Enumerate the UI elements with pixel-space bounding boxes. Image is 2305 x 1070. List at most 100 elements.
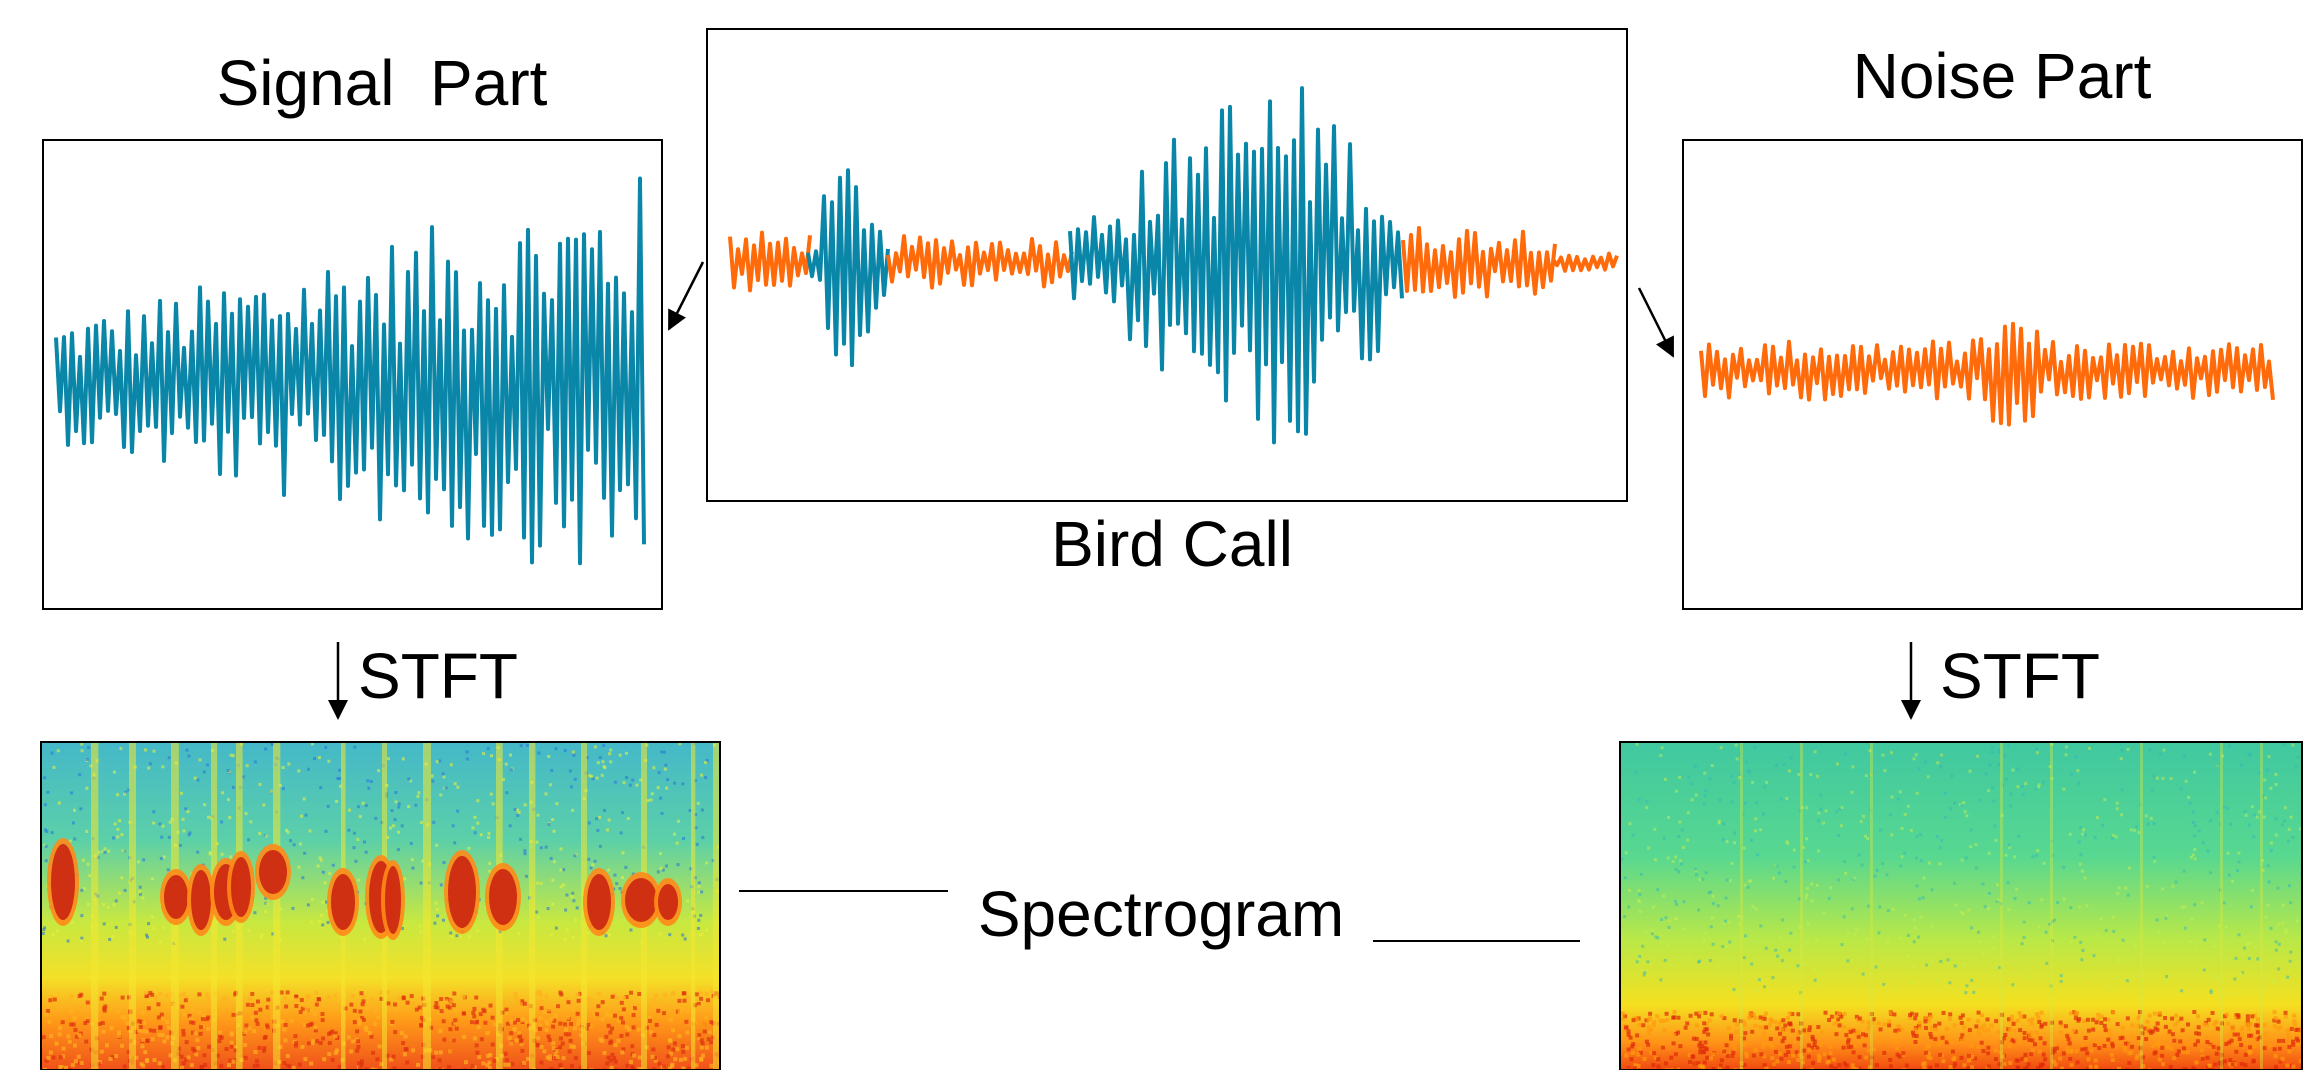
speckle xyxy=(1678,776,1681,779)
speckle xyxy=(1734,991,1737,994)
speckle xyxy=(1756,990,1759,993)
speckle xyxy=(1929,1015,1933,1019)
speckle xyxy=(1635,771,1638,774)
speckle xyxy=(488,862,491,865)
speckle xyxy=(1817,812,1820,815)
speckle xyxy=(230,1041,234,1045)
speckle xyxy=(356,1039,360,1043)
speckle xyxy=(486,1031,490,1035)
speckle xyxy=(376,1016,380,1020)
speckle xyxy=(1778,1023,1782,1027)
speckle xyxy=(221,853,224,856)
speckle xyxy=(1962,801,1965,804)
speckle xyxy=(2127,1061,2131,1065)
speckle xyxy=(58,1032,62,1036)
speckle xyxy=(1781,1018,1785,1022)
speckle xyxy=(1940,839,1943,842)
speckle xyxy=(1934,1028,1938,1032)
speckle xyxy=(2116,892,2119,895)
speckle xyxy=(108,1006,112,1010)
speckle xyxy=(2011,769,2014,772)
speckle xyxy=(2244,1041,2248,1045)
speckle xyxy=(2270,841,2273,844)
speckle xyxy=(1921,1062,1925,1066)
speckle xyxy=(2084,877,2087,880)
speckle xyxy=(2146,885,2149,888)
speckle xyxy=(677,820,680,823)
speckle xyxy=(1915,753,1918,756)
speckle xyxy=(315,1003,319,1007)
speckle xyxy=(698,881,701,884)
speckle xyxy=(705,862,708,865)
speckle xyxy=(43,926,46,929)
speckle xyxy=(2283,743,2286,746)
speckle xyxy=(1646,1043,1650,1047)
speckle xyxy=(160,857,163,860)
bird-call-label: Bird Call xyxy=(1051,508,1293,580)
speckle xyxy=(2274,773,2277,776)
speckle xyxy=(659,852,662,855)
speckle xyxy=(1970,828,1973,831)
speckle xyxy=(621,876,624,879)
speckle xyxy=(2112,930,2115,933)
speckle xyxy=(704,776,707,779)
speckle xyxy=(1788,949,1791,952)
speckle xyxy=(180,792,183,795)
speckle xyxy=(1865,774,1868,777)
speckle xyxy=(605,1062,609,1066)
speckle xyxy=(1786,1016,1790,1020)
speckle xyxy=(2079,853,2082,856)
speckle xyxy=(335,1048,339,1052)
speckle xyxy=(616,996,620,1000)
speckle xyxy=(621,1020,625,1024)
speckle xyxy=(163,855,166,858)
speckle xyxy=(1837,878,1840,881)
speckle xyxy=(2170,777,2173,780)
speckle xyxy=(248,997,252,1001)
speckle xyxy=(2153,860,2156,863)
speckle xyxy=(1765,947,1768,950)
speckle xyxy=(2237,860,2240,863)
speckle xyxy=(359,991,363,995)
speckle xyxy=(1825,809,1828,812)
speckle xyxy=(2166,1033,2170,1037)
speckle xyxy=(1886,941,1889,944)
speckle xyxy=(1967,908,1970,911)
speckle xyxy=(2070,1049,2074,1053)
speckle xyxy=(2187,796,2190,799)
speckle xyxy=(1683,927,1686,930)
speckle xyxy=(651,1047,655,1051)
speckle xyxy=(207,1045,211,1049)
speckle xyxy=(1779,936,1782,939)
speckle xyxy=(353,832,356,835)
speckle xyxy=(613,1014,617,1018)
speckle xyxy=(1825,1061,1829,1065)
speckle xyxy=(1699,1041,1703,1045)
speckle xyxy=(2123,1045,2127,1049)
speckle xyxy=(510,1062,514,1066)
speckle xyxy=(1755,908,1758,911)
speckle xyxy=(603,766,606,769)
speckle xyxy=(1710,925,1713,928)
speckle xyxy=(2288,1049,2292,1053)
speckle xyxy=(419,925,422,928)
speckle xyxy=(1829,1064,1833,1068)
speckle xyxy=(673,1057,677,1061)
speckle xyxy=(298,1063,302,1067)
speckle xyxy=(513,992,517,996)
speckle xyxy=(432,821,435,824)
speckle xyxy=(1929,1056,1933,1060)
speckle xyxy=(459,935,462,938)
speckle xyxy=(112,837,115,840)
speckle xyxy=(1807,1043,1811,1047)
speckle xyxy=(1631,1051,1635,1055)
speckle xyxy=(2230,1026,2234,1030)
speckle xyxy=(635,784,638,787)
speckle xyxy=(560,847,563,850)
speckle xyxy=(1816,1025,1820,1029)
speckle xyxy=(545,1028,549,1032)
speckle xyxy=(1662,895,1665,898)
speckle xyxy=(393,1002,397,1006)
speckle xyxy=(357,1022,361,1026)
speckle xyxy=(1652,1020,1656,1024)
